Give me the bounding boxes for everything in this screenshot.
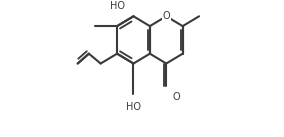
Text: HO: HO: [126, 102, 141, 112]
Text: O: O: [162, 11, 170, 21]
Text: HO: HO: [110, 1, 125, 11]
Text: O: O: [172, 92, 180, 102]
